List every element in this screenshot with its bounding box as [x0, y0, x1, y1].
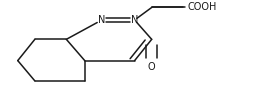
Text: COOH: COOH	[187, 2, 216, 12]
Text: N: N	[98, 15, 106, 25]
Text: O: O	[148, 62, 155, 72]
Text: N: N	[131, 15, 138, 25]
